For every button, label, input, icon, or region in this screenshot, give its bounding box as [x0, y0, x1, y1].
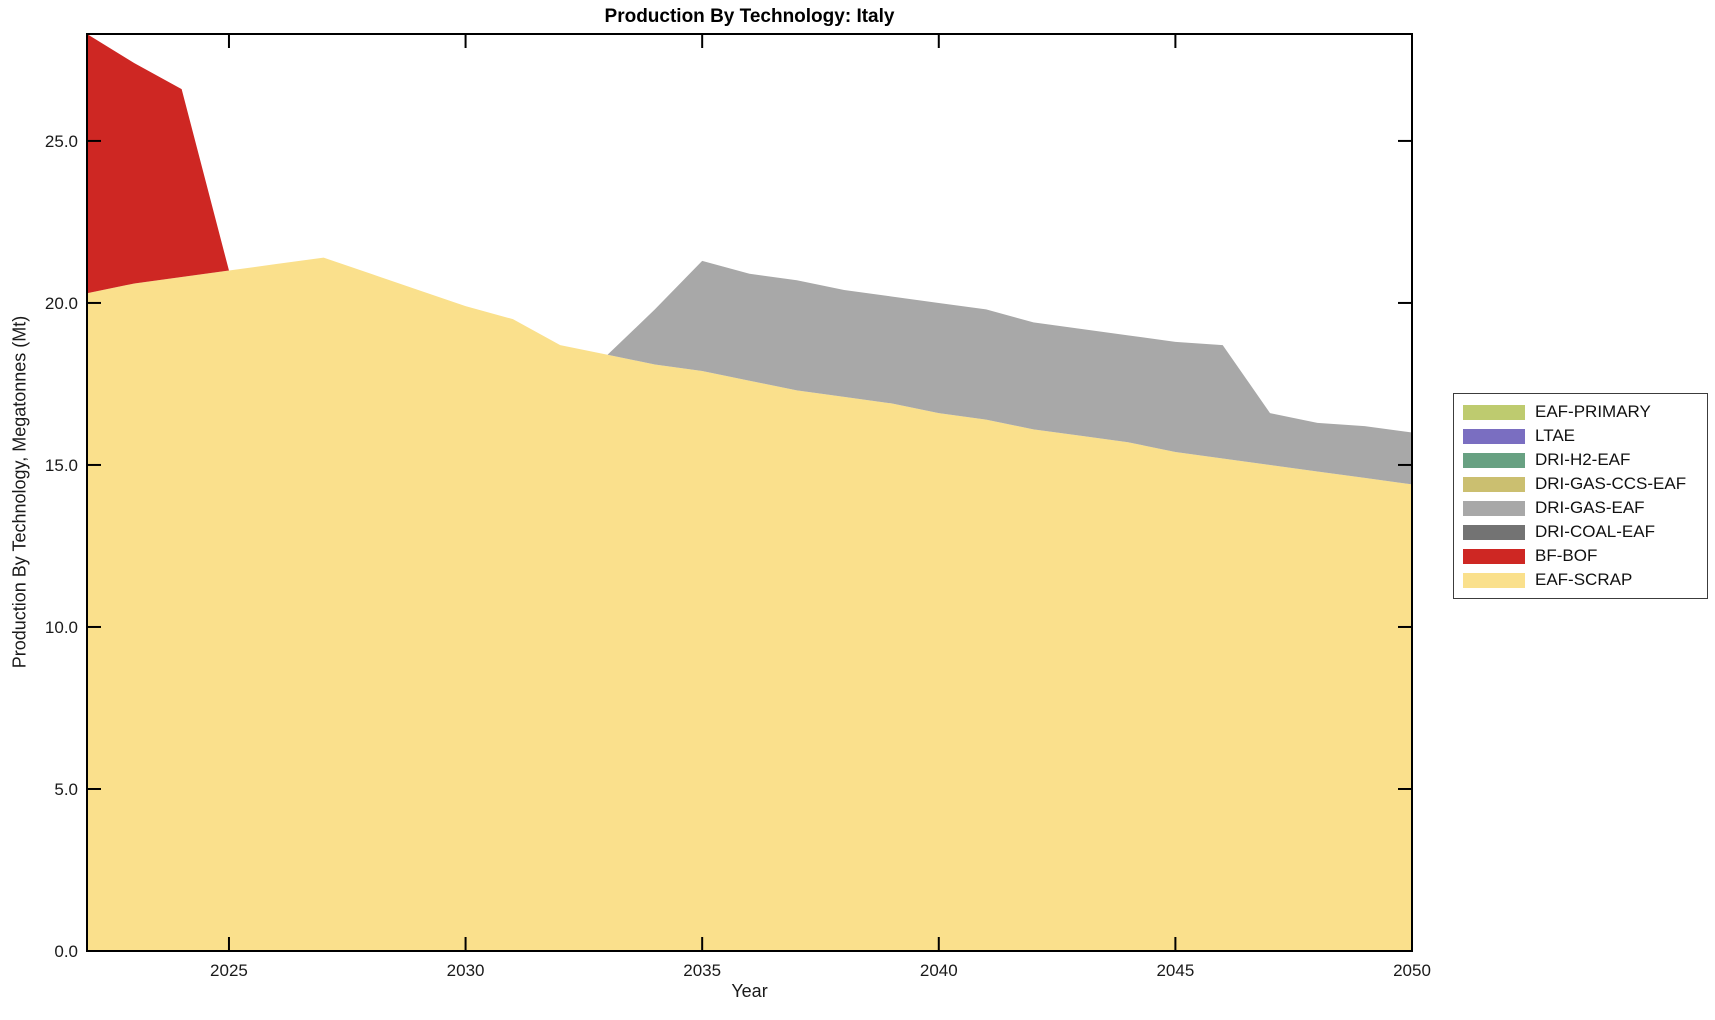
legend: EAF-PRIMARY LTAE DRI-H2-EAF DRI-GAS-CCS-EAF…	[1453, 393, 1708, 599]
legend-item-dri-gas-ccs-eaf: DRI-GAS-CCS-EAF	[1463, 472, 1698, 496]
y-tick-label: 0.0	[54, 942, 78, 961]
legend-label: DRI-GAS-CCS-EAF	[1535, 474, 1687, 493]
legend-swatch-dri-gas-ccs-eaf	[1463, 476, 1525, 492]
legend-label: EAF-SCRAP	[1535, 570, 1633, 589]
x-tick-label: 2025	[210, 961, 248, 980]
x-tick-label: 2035	[683, 961, 721, 980]
x-axis-label: Year	[731, 981, 768, 1001]
legend-swatch-dri-h2-eaf	[1463, 452, 1525, 468]
chart-title: Production By Technology: Italy	[604, 6, 895, 27]
x-tick-label: 2030	[447, 961, 485, 980]
legend-swatch-dri-gas-eaf	[1463, 500, 1525, 516]
legend-swatch-dri-coal-eaf	[1463, 524, 1525, 540]
legend-item-eaf-scrap: EAF-SCRAP	[1463, 568, 1698, 592]
x-tick-label: 2050	[1393, 961, 1431, 980]
x-tick-label: 2045	[1156, 961, 1194, 980]
legend-label: DRI-H2-EAF	[1535, 450, 1631, 469]
legend-swatch-bf-bof	[1463, 548, 1525, 564]
legend-swatch-ltae	[1463, 428, 1525, 444]
area-eaf-scrap	[87, 257, 1412, 952]
legend-item-dri-gas-eaf: DRI-GAS-EAF	[1463, 496, 1698, 520]
y-tick-label: 25.0	[45, 132, 78, 151]
x-tick-label: 2040	[920, 961, 958, 980]
y-tick-label: 10.0	[45, 618, 78, 637]
legend-item-dri-coal-eaf: DRI-COAL-EAF	[1463, 520, 1698, 544]
legend-label: DRI-COAL-EAF	[1535, 522, 1655, 541]
legend-item-ltae: LTAE	[1463, 424, 1698, 448]
legend-swatch-eaf-scrap	[1463, 572, 1525, 588]
legend-label: LTAE	[1535, 426, 1575, 445]
legend-label: BF-BOF	[1535, 546, 1598, 565]
area-dri-gas-eaf	[87, 34, 1412, 485]
y-axis-label: Production By Technology, Megatonnes (Mt…	[9, 315, 30, 669]
y-tick-label: 5.0	[54, 780, 78, 799]
legend-item-bf-bof: BF-BOF	[1463, 544, 1698, 568]
plot-border	[86, 33, 1413, 952]
legend-swatch-eaf-primary	[1463, 404, 1525, 420]
legend-label: EAF-PRIMARY	[1535, 402, 1651, 421]
legend-item-eaf-primary: EAF-PRIMARY	[1463, 400, 1698, 424]
legend-label: DRI-GAS-EAF	[1535, 498, 1645, 517]
y-tick-label: 20.0	[45, 294, 78, 313]
legend-item-dri-h2-eaf: DRI-H2-EAF	[1463, 448, 1698, 472]
y-tick-label: 15.0	[45, 456, 78, 475]
